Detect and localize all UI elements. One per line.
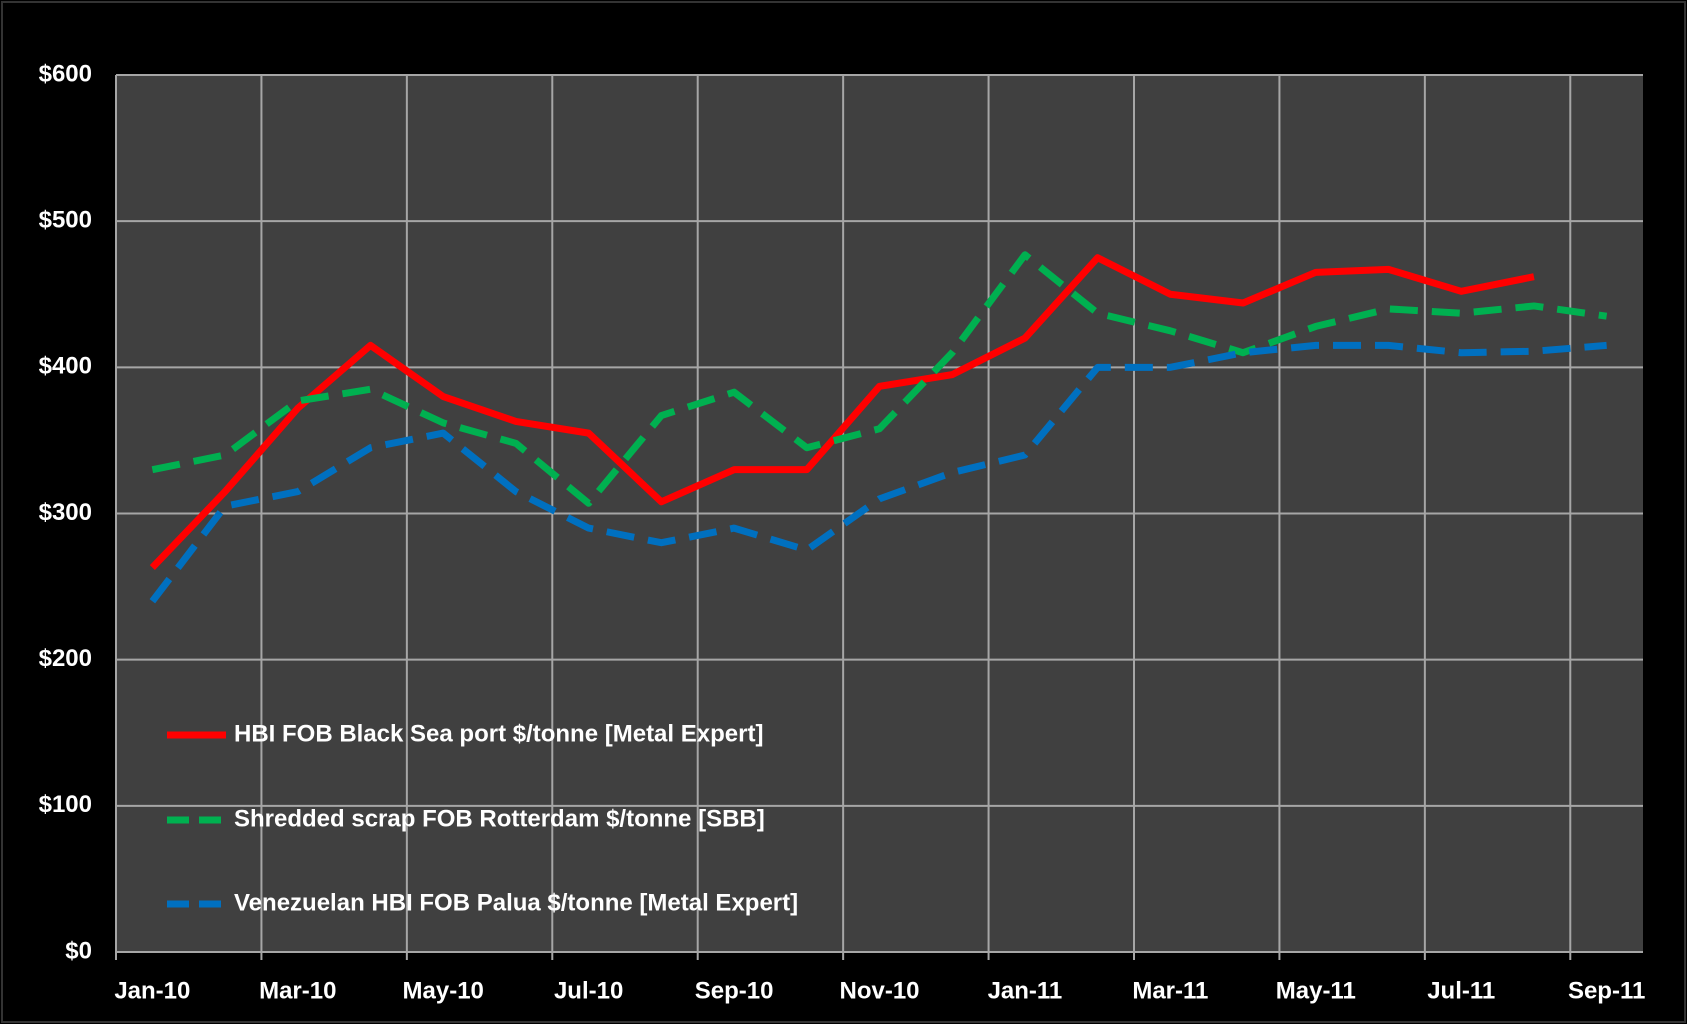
x-tick-label: Mar-11: [1132, 977, 1208, 1004]
x-tick-label: Sep-11: [1568, 977, 1645, 1004]
x-tick-label: Jul-10: [554, 977, 623, 1004]
legend-label: Venezuelan HBI FOB Palua $/tonne [Metal …: [234, 889, 798, 916]
x-tick-label: Jan-10: [114, 977, 190, 1004]
y-tick-label: $600: [39, 60, 92, 87]
x-tick-label: May-11: [1276, 977, 1356, 1004]
line-series: [149, 254, 1535, 571]
y-tick-label: $0: [65, 937, 92, 964]
y-tick-label: $300: [39, 499, 92, 526]
x-tick-label: Jan-11: [988, 977, 1063, 1004]
legend-label: Shredded scrap FOB Rotterdam $/tonne [SB…: [234, 805, 765, 832]
x-tick-label: Jul-11: [1427, 977, 1495, 1004]
x-tick-label: Mar-10: [259, 977, 336, 1004]
x-tick-label: Sep-10: [695, 977, 774, 1004]
x-tick-label: Nov-10: [839, 977, 919, 1004]
line-series: [151, 251, 1608, 507]
y-tick-label: $100: [39, 791, 92, 818]
y-tick-label: $500: [39, 207, 92, 234]
y-tick-label: $200: [39, 645, 92, 672]
legend-label: HBI FOB Black Sea port $/tonne [Metal Ex…: [234, 720, 763, 747]
y-tick-label: $400: [39, 353, 92, 380]
x-tick-label: May-10: [403, 977, 484, 1004]
line-series: [149, 341, 1607, 604]
